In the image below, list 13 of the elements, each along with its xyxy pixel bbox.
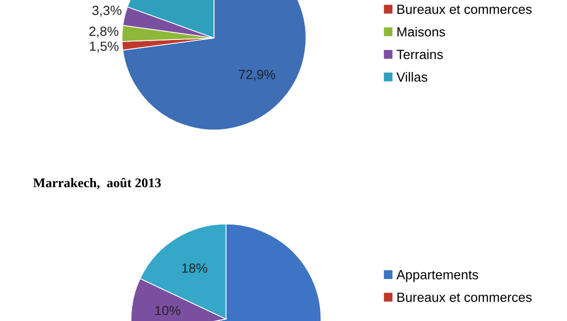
data-label: 72,9% <box>238 70 276 81</box>
legend-label: Bureaux et commerces <box>397 292 532 302</box>
data-label: 2,8% <box>89 26 118 38</box>
legend-label: Villas <box>396 72 428 82</box>
data-label: 1,5% <box>90 42 119 52</box>
legend-label: Bureaux et commerces <box>397 4 532 14</box>
legend-label: Appartements <box>396 270 478 282</box>
data-label: 18% <box>182 263 208 273</box>
legend-label: Maisons <box>397 26 446 37</box>
data-label: 10% <box>155 306 180 316</box>
data-label: 3,3% <box>92 6 122 17</box>
chart-title: Marrakech, août 2013 <box>33 178 161 190</box>
legend-label: Terrains <box>396 49 443 60</box>
